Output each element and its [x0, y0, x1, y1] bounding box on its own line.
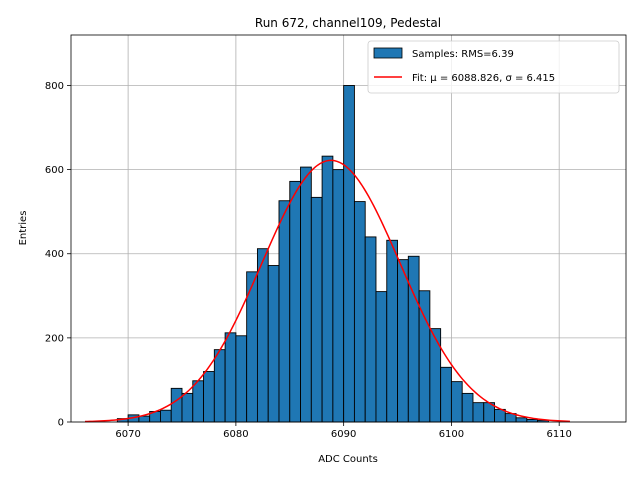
y-tick-label: 200 [45, 333, 64, 344]
histogram-bar [386, 239, 398, 423]
histogram-bar [364, 236, 377, 423]
histogram-bar [472, 402, 485, 423]
chart-title: Run 672, channel109, Pedestal [255, 16, 441, 30]
histogram-bar [332, 169, 345, 423]
y-tick-label: 800 [45, 81, 64, 92]
histogram-bar [397, 259, 409, 423]
histogram-bar [321, 155, 334, 423]
x-tick-label: 6110 [546, 429, 571, 440]
histogram-bar [310, 196, 323, 423]
legend: Samples: RMS=6.39 Fit: μ = 6088.826, σ =… [367, 40, 620, 94]
x-tick-label: 6090 [331, 429, 356, 440]
histogram-bar [494, 408, 506, 423]
histogram-bar [407, 255, 420, 423]
histogram-bar [159, 409, 172, 423]
x-axis-label: ADC Counts [318, 454, 378, 465]
legend-samples-label: Samples: RMS=6.39 [412, 49, 514, 60]
histogram-bar [353, 201, 366, 423]
legend-samples-swatch [373, 47, 403, 59]
histogram-bar [440, 366, 452, 423]
histogram-bar [343, 85, 355, 423]
histogram-bar [375, 291, 388, 423]
legend-box [367, 40, 620, 94]
histogram-bar [213, 349, 226, 423]
histogram-bar [429, 328, 442, 423]
y-axis-ticks: 0 200 400 600 800 [45, 81, 71, 429]
histogram-bar [515, 417, 528, 423]
histogram-bar [278, 200, 291, 423]
histogram-bar [256, 248, 269, 423]
y-tick-label: 400 [45, 249, 64, 260]
histogram-bar [235, 335, 248, 423]
legend-fit-label: Fit: μ = 6088.826, σ = 6.415 [412, 73, 555, 84]
histogram-bar [461, 392, 474, 423]
histogram-bar [192, 380, 205, 423]
fit-curve [84, 159, 570, 423]
histogram-bar [203, 371, 215, 423]
histogram-bar [170, 387, 183, 423]
histogram-bar [181, 392, 194, 423]
histogram-bar [224, 332, 237, 423]
plot-frame [70, 34, 627, 423]
y-axis-label: Entries [18, 211, 29, 246]
histogram-bar [138, 415, 151, 423]
x-axis-ticks: 6070 6080 6090 6100 6110 [115, 422, 572, 440]
x-tick-label: 6070 [115, 429, 140, 440]
y-tick-label: 600 [45, 165, 64, 176]
y-tick-label: 0 [58, 418, 64, 429]
histogram-bar [289, 180, 301, 423]
x-tick-label: 6100 [439, 429, 464, 440]
histogram-bar [450, 381, 463, 423]
histogram-bar [300, 166, 312, 423]
histogram-bar [267, 265, 280, 423]
x-tick-label: 6080 [223, 429, 248, 440]
